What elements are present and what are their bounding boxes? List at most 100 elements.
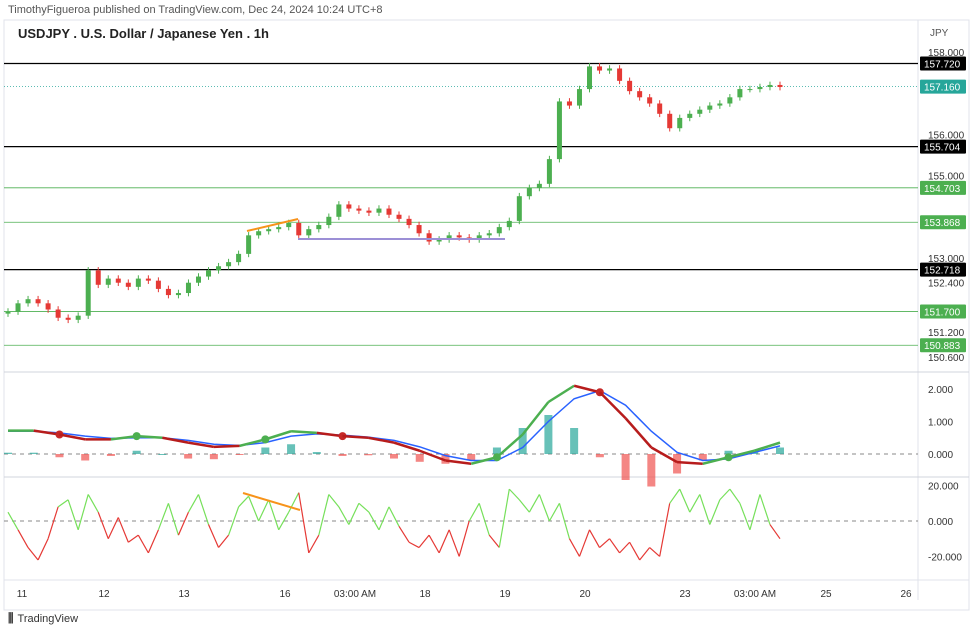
currency-label: JPY (930, 28, 949, 39)
oscillator-line-segment (538, 494, 550, 522)
candle-down (366, 210, 372, 213)
oscillator-line-segment (368, 511, 380, 531)
candle-up (316, 225, 322, 230)
publisher-info: TimothyFigueroa published on TradingView… (8, 4, 383, 16)
oscillator-line-segment (218, 534, 230, 548)
candle-up (175, 293, 181, 296)
price-tick-label: 158.000 (928, 48, 965, 59)
macd-line-segment (162, 436, 189, 444)
oscillator-line-segment (508, 488, 520, 501)
oscillator-line-segment (137, 534, 149, 554)
oscillator-line-segment (248, 495, 260, 522)
oscillator-line-segment (47, 506, 59, 539)
candle-down (617, 68, 623, 81)
candle-down (165, 288, 171, 296)
candle-up (707, 105, 713, 110)
oscillator-line-segment (378, 506, 390, 531)
level-badge (920, 304, 966, 319)
oscillator-line-segment (358, 502, 370, 513)
macd-line-segment (728, 449, 755, 459)
candle-down (155, 280, 161, 289)
candle-up (496, 227, 502, 234)
candle-up (587, 66, 593, 90)
candle-down (35, 299, 41, 304)
macd-line-segment (290, 430, 317, 435)
time-axis-label: 19 (499, 589, 511, 600)
candle-up (85, 270, 91, 316)
macd-line-segment (264, 430, 292, 441)
oscillator-line-segment (147, 529, 159, 554)
candle-up (677, 117, 683, 129)
macd-histogram-bar (441, 454, 450, 464)
time-axis-label: 25 (820, 589, 832, 600)
candle-up (506, 220, 512, 228)
oscillator-line-segment (709, 499, 721, 525)
oscillator-line-segment (488, 534, 500, 548)
macd-histogram-bar (647, 454, 656, 487)
macd-histogram-bar (312, 452, 321, 454)
price-tick-label: 153.000 (928, 254, 965, 265)
oscillator-line-segment (649, 547, 661, 557)
oscillator-line-segment (599, 538, 610, 548)
macd-line-segment (624, 417, 653, 449)
macd-histogram-bar (621, 454, 630, 480)
oscillator-line-segment (458, 520, 470, 557)
candle-up (185, 282, 191, 294)
level-badge (920, 139, 966, 154)
oscillator-line-segment (578, 529, 591, 557)
macd-histogram-bar (390, 454, 398, 459)
oscillator-line-segment (639, 547, 651, 561)
macd-line-segment (445, 459, 472, 465)
oscillator-line-segment (87, 494, 99, 513)
candle-down (416, 225, 422, 234)
oscillator-line-segment (468, 503, 480, 522)
macd-histogram-bar (492, 447, 501, 454)
level-badge (920, 338, 966, 353)
candle-up (226, 262, 232, 267)
macd-histogram-bar (55, 454, 64, 458)
candle-down (45, 303, 51, 310)
signal-line (8, 389, 781, 462)
candle-down (296, 222, 302, 236)
level-badge (920, 262, 966, 277)
oscillator-line-segment (749, 494, 761, 531)
candle-up (75, 315, 81, 320)
macd-histogram-bar (81, 454, 90, 461)
macd-line-segment (496, 433, 524, 459)
level-label: 154.703 (924, 184, 961, 195)
macd-line-segment (187, 441, 215, 449)
candle-up (607, 68, 613, 71)
oscillator-line-segment (448, 529, 460, 557)
price-tick-label: 156.000 (928, 130, 965, 141)
brand-label: TradingView (17, 612, 79, 625)
level-badge (920, 79, 966, 94)
oscillator-line-segment (518, 499, 530, 513)
candle-up (747, 89, 753, 91)
macd-histogram-bar (287, 444, 296, 454)
candle-up (256, 231, 262, 236)
level-label: 152.718 (924, 266, 961, 277)
oscillator-line-segment (609, 538, 621, 554)
oscillator-line-segment (498, 489, 510, 548)
oscillator-line-segment (177, 511, 190, 536)
candle-up (276, 227, 282, 230)
macd-line-segment (598, 391, 627, 420)
macd-histogram-bar (724, 450, 733, 454)
candle-up (717, 103, 723, 106)
macd-histogram-bar (261, 447, 270, 454)
macd-line-segment (213, 444, 240, 449)
candle-down (667, 113, 673, 129)
oscillator-line-segment (338, 506, 350, 525)
candle-up (767, 84, 773, 88)
oscillator-line-segment (288, 492, 300, 513)
osc-tick-label: 0.000 (928, 517, 953, 528)
time-axis-label: 23 (679, 589, 691, 600)
macd-line-segment (136, 434, 163, 439)
macd-line-segment (239, 438, 266, 448)
time-axis-label: 03:00 AM (334, 589, 376, 600)
candle-up (105, 278, 111, 285)
candle-up (326, 216, 332, 226)
oscillator-line-segment (117, 517, 129, 543)
candle-down (637, 91, 643, 98)
